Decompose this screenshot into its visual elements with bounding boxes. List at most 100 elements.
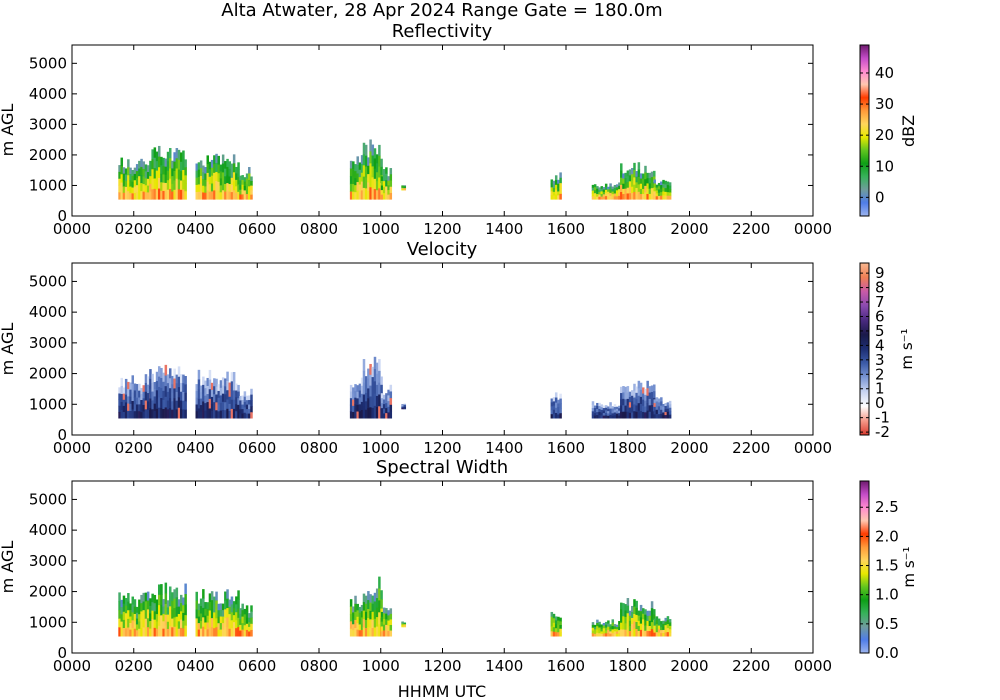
colorbar: [859, 480, 870, 654]
echo-cell: [660, 397, 663, 402]
echo-cell: [243, 614, 247, 621]
echo-cell: [213, 378, 216, 387]
echo-cell: [628, 620, 632, 627]
echo-cell: [173, 388, 176, 399]
echo-cell: [177, 189, 181, 200]
echo-cell: [354, 619, 357, 629]
echo-cell: [237, 391, 240, 399]
echo-cell: [202, 393, 205, 402]
echo-cell: [230, 620, 234, 629]
echo-cell: [166, 374, 170, 384]
echo-cell: [387, 194, 390, 200]
echo-cell: [375, 607, 379, 618]
echo-cell: [184, 191, 187, 200]
echo-cell: [235, 390, 238, 398]
echo-cell: [668, 625, 672, 630]
y-tick-label: 4000: [29, 85, 67, 103]
echo-cell: [378, 155, 381, 168]
echo-cell: [226, 408, 229, 419]
echo-cell: [626, 170, 630, 177]
echo-cell: [245, 194, 249, 200]
echo-cell: [127, 167, 130, 176]
echo-cell: [609, 189, 612, 194]
echo-cell: [648, 610, 652, 617]
echo-cell: [375, 407, 379, 419]
y-tick-label: 3000: [29, 334, 67, 352]
echo-cell: [655, 187, 659, 191]
echo-cell: [387, 412, 390, 419]
echo-cell: [122, 192, 126, 200]
colorbar-tick-label: 0.5: [875, 615, 899, 633]
echo-cell: [628, 396, 632, 403]
echo-cell: [611, 406, 615, 409]
echo-cell: [403, 189, 407, 191]
echo-cell: [179, 152, 183, 163]
echo-cell: [642, 613, 645, 620]
echo-cell: [144, 382, 148, 393]
echo-cell: [657, 414, 661, 419]
echo-cell: [173, 589, 176, 600]
y-tick-label: 4000: [29, 521, 67, 539]
echo-cell: [624, 616, 627, 624]
echo-cell: [144, 171, 148, 179]
echo-cell: [635, 614, 638, 623]
echo-cell: [613, 628, 617, 632]
echo-cell: [219, 164, 223, 172]
echo-cell: [662, 415, 665, 419]
echo-cell: [173, 408, 176, 419]
echo-cell: [213, 628, 216, 637]
echo-cell: [369, 187, 372, 200]
x-tick-label: 1800: [609, 439, 647, 457]
echo-cell: [349, 183, 353, 192]
echo-cell: [550, 398, 554, 403]
echo-cell: [179, 611, 183, 620]
echo-cell: [204, 608, 207, 617]
echo-cell: [135, 397, 139, 405]
echo-cell: [221, 409, 225, 419]
echo-cell: [241, 189, 244, 195]
echo-cell: [360, 410, 364, 419]
echo-cell: [142, 391, 146, 399]
echo-cell: [631, 624, 634, 631]
echo-cell: [226, 390, 229, 400]
echo-cell: [637, 610, 641, 617]
echo-cell: [653, 632, 656, 637]
echo-cell: [129, 609, 132, 617]
echo-cell: [241, 409, 244, 414]
echo-cell: [142, 398, 146, 406]
echo-cell: [131, 187, 135, 194]
echo-cell: [602, 194, 606, 198]
echo-cell: [364, 603, 368, 613]
echo-cell: [135, 624, 139, 631]
echo-cell: [378, 177, 381, 189]
echo-cell: [184, 594, 187, 605]
echo-cell: [149, 369, 152, 380]
echo-cell: [364, 392, 368, 402]
echo-cell: [164, 582, 168, 594]
echo-cell: [401, 621, 404, 623]
echo-cell: [215, 618, 218, 628]
echo-cell: [120, 174, 124, 183]
echo-cell: [618, 630, 621, 634]
echo-cell: [206, 402, 209, 411]
echo-cell: [144, 400, 148, 410]
echo-cell: [157, 584, 161, 596]
echo-cell: [224, 627, 227, 637]
echo-cell: [613, 196, 617, 200]
echo-cell: [184, 392, 187, 402]
echo-cell: [615, 408, 619, 412]
echo-cell: [199, 598, 203, 607]
echo-cell: [631, 192, 634, 200]
echo-cell: [593, 413, 597, 416]
echo-cell: [243, 185, 247, 191]
x-tick-label: 1400: [485, 439, 523, 457]
colorbar-tick-label: 0: [875, 394, 885, 412]
echo-cell: [639, 178, 643, 185]
echo-cell: [202, 178, 205, 187]
echo-cell: [559, 413, 562, 419]
y-axis-label: m AGL: [0, 541, 17, 594]
echo-cell: [611, 626, 615, 630]
echo-cell: [650, 392, 654, 399]
echo-cell: [199, 191, 203, 200]
